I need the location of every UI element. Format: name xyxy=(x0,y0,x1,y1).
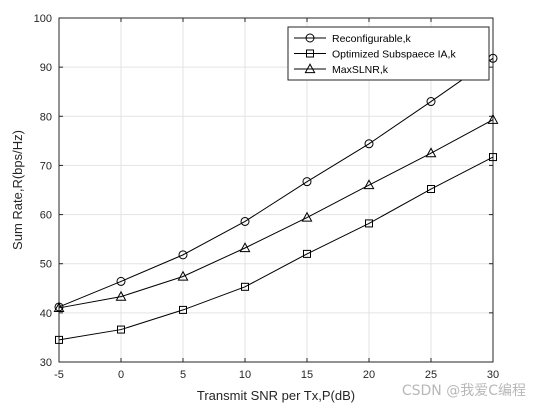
data-point-square xyxy=(427,185,435,194)
x-tick-label: 0 xyxy=(118,369,124,381)
legend-item: Reconfigurable,k xyxy=(294,33,412,45)
data-point-circle xyxy=(302,177,312,187)
grid-lines xyxy=(58,17,494,363)
y-tick-label: 70 xyxy=(40,160,52,172)
data-point-circle xyxy=(426,97,436,107)
legend-label: Optimized Subspaece IA,k xyxy=(332,49,456,61)
legend-marker-square xyxy=(306,49,314,58)
y-tick-label: 80 xyxy=(40,111,52,123)
x-axis-label: Transmit SNR per Tx,P(dB) xyxy=(197,388,355,403)
data-point-square xyxy=(179,305,187,314)
data-point-triangle xyxy=(301,211,313,222)
series-triangle xyxy=(53,113,499,313)
y-axis-label: Sum Rate,R(bps/Hz) xyxy=(10,130,25,250)
series-layer xyxy=(53,53,499,344)
legend-label: MaxSLNR,k xyxy=(332,64,389,76)
x-tick-label: 15 xyxy=(301,369,313,381)
y-tick-label: 100 xyxy=(34,13,52,25)
legend-label: Reconfigurable,k xyxy=(332,33,412,45)
x-tick-label: 20 xyxy=(363,369,375,381)
data-point-triangle xyxy=(53,302,65,313)
y-tick-label: 60 xyxy=(40,210,52,222)
x-axis-ticks: -5 0 5 10 15 20 25 30 xyxy=(54,18,499,381)
series-line-triangle xyxy=(58,119,494,309)
data-point-triangle xyxy=(487,113,499,124)
data-point-circle xyxy=(240,216,250,226)
data-point-square xyxy=(55,335,63,344)
data-point-circle xyxy=(116,276,126,286)
x-tick-label: 5 xyxy=(180,369,186,381)
y-tick-label: 50 xyxy=(40,259,52,271)
data-point-triangle xyxy=(363,179,375,190)
series-line-square xyxy=(58,156,494,341)
data-point-square xyxy=(241,282,249,291)
data-point-square xyxy=(303,249,311,258)
x-tick-label: -5 xyxy=(54,369,64,381)
series-square xyxy=(55,153,497,344)
y-axis-ticks: 30 40 50 60 70 80 90 100 xyxy=(34,13,493,369)
y-tick-label: 90 xyxy=(40,62,52,74)
legend: Reconfigurable,k Optimized Subspaece IA,k… xyxy=(287,26,490,81)
data-point-triangle xyxy=(425,147,437,158)
legend-marker-circle xyxy=(305,33,315,43)
x-tick-label: 30 xyxy=(487,369,499,381)
data-point-triangle xyxy=(177,270,189,281)
legend-item: MaxSLNR,k xyxy=(294,63,389,76)
data-point-square xyxy=(117,325,125,334)
y-tick-label: 40 xyxy=(40,308,52,320)
legend-item: Optimized Subspaece IA,k xyxy=(294,49,456,61)
plot-frame xyxy=(58,17,494,363)
x-tick-label: 25 xyxy=(425,369,437,381)
x-tick-label: 10 xyxy=(239,369,251,381)
watermark: CSDN @我爱C编程 xyxy=(401,383,526,399)
y-tick-label: 30 xyxy=(40,357,52,369)
series-circle xyxy=(54,53,498,312)
legend-marker-triangle xyxy=(304,63,316,74)
data-point-triangle xyxy=(239,242,251,253)
data-point-square xyxy=(489,153,497,162)
series-line-circle xyxy=(58,57,494,308)
data-point-triangle xyxy=(115,290,127,301)
data-point-square xyxy=(365,219,373,228)
data-point-circle xyxy=(178,250,188,260)
data-point-circle xyxy=(364,139,374,149)
